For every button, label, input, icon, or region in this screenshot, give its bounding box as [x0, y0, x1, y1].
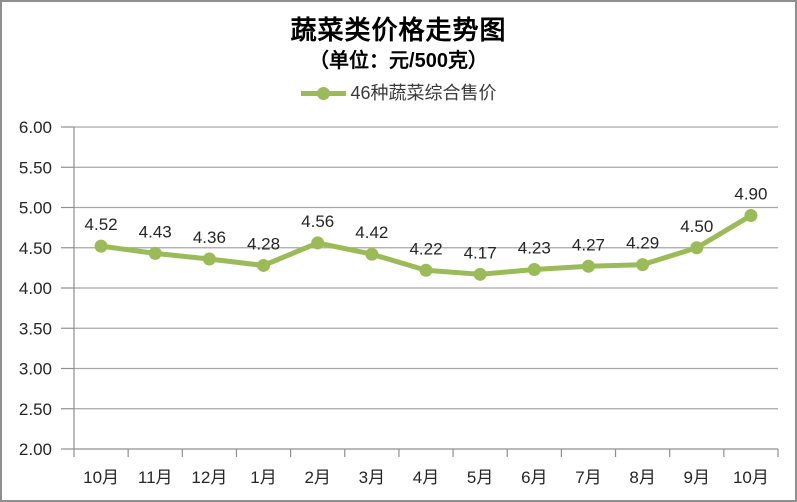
data-point-marker [311, 236, 325, 250]
x-axis-label: 10月 [83, 468, 119, 487]
x-axis-label: 10月 [733, 468, 769, 487]
legend-label: 46种蔬菜综合售价 [350, 83, 497, 103]
data-point-marker [257, 258, 271, 272]
x-axis-label: 4月 [413, 468, 439, 487]
x-axis-label: 3月 [359, 468, 385, 487]
data-label: 4.28 [247, 234, 280, 253]
y-axis-label: 4.50 [19, 239, 52, 258]
data-label: 4.90 [734, 185, 767, 204]
x-axis-label: 9月 [684, 468, 710, 487]
chart-header: 蔬菜类价格走势图 （单位：元/500克） 46种蔬菜综合售价 [2, 2, 795, 103]
x-axis-label: 8月 [629, 468, 655, 487]
x-axis-label: 6月 [521, 468, 547, 487]
data-point-marker [419, 263, 433, 277]
x-axis-label: 12月 [191, 468, 227, 487]
data-label: 4.23 [518, 238, 551, 257]
data-label: 4.36 [193, 228, 226, 247]
y-axis-label: 6.00 [19, 118, 52, 137]
data-point-marker [527, 262, 541, 276]
legend-line-marker-icon [301, 86, 347, 100]
data-label: 4.56 [301, 212, 334, 231]
y-axis-label: 5.50 [19, 158, 52, 177]
data-point-marker [636, 258, 650, 272]
y-axis-label: 2.00 [19, 440, 52, 459]
data-label: 4.27 [572, 235, 605, 254]
data-label: 4.43 [139, 222, 172, 241]
data-point-marker [365, 247, 379, 261]
data-label: 4.22 [409, 239, 442, 258]
data-point-marker [148, 246, 162, 260]
legend: 46种蔬菜综合售价 [300, 83, 497, 103]
data-point-marker [690, 241, 704, 255]
data-point-marker [94, 239, 108, 253]
data-point-marker [473, 267, 487, 281]
x-axis-label: 1月 [250, 468, 276, 487]
data-label: 4.42 [355, 223, 388, 242]
chart-subtitle: （单位：元/500克） [309, 50, 488, 72]
x-axis-label: 2月 [304, 468, 330, 487]
y-axis-label: 3.50 [19, 319, 52, 338]
y-axis-label: 5.00 [19, 199, 52, 218]
data-label: 4.50 [680, 217, 713, 236]
data-point-marker [744, 209, 758, 223]
y-axis-label: 2.50 [19, 400, 52, 419]
x-axis-label: 11月 [138, 468, 173, 487]
x-axis-label: 5月 [467, 468, 493, 487]
data-label: 4.52 [85, 215, 118, 234]
data-label: 4.17 [464, 243, 497, 262]
data-point-marker [202, 252, 216, 266]
data-label: 4.29 [626, 234, 659, 253]
y-axis-label: 4.00 [19, 279, 52, 298]
y-axis-label: 3.00 [19, 360, 52, 379]
data-point-marker [581, 259, 595, 273]
chart-title: 蔬菜类价格走势图 [290, 15, 507, 45]
x-axis-label: 7月 [575, 468, 601, 487]
